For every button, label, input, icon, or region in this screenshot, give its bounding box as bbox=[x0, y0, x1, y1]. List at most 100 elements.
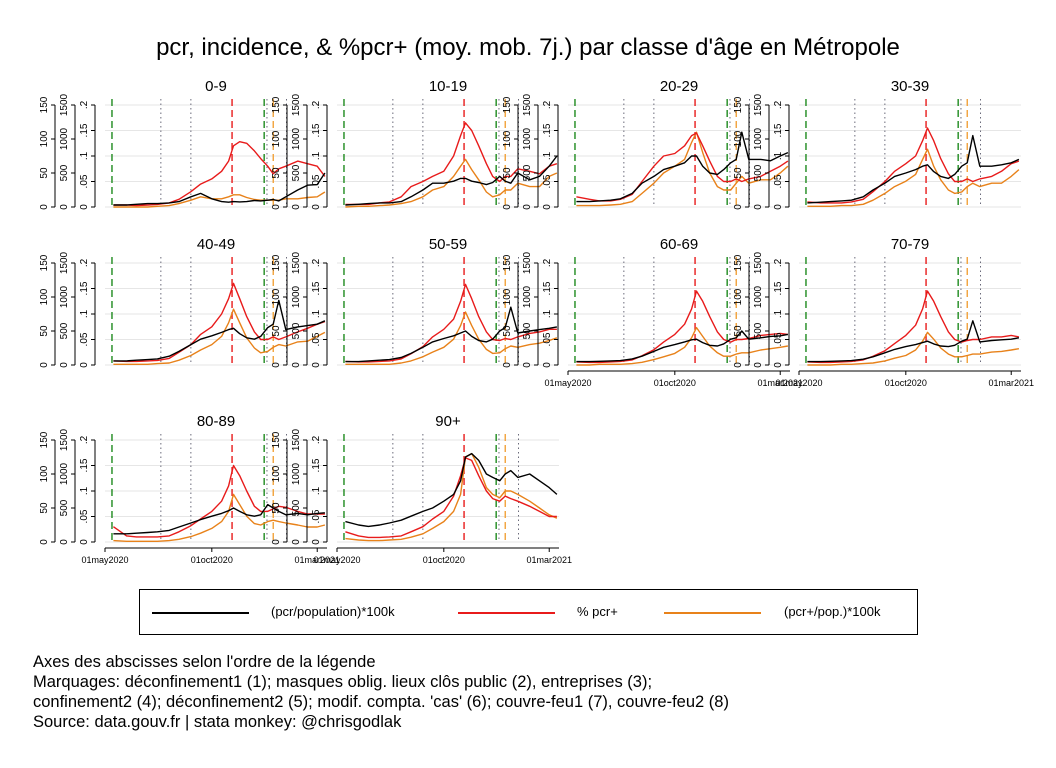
y-tick-label: .05 bbox=[311, 509, 322, 523]
y-tick-label: 0 bbox=[271, 539, 282, 545]
panel-90+: 90+ 0 .05 .1 .15 .2 0 500 1000 1500 0 50 100 150 01may… bbox=[271, 413, 572, 565]
y-tick-label: .2 bbox=[79, 435, 90, 444]
y-tick-label: 0 bbox=[733, 362, 744, 368]
y-tick-label: .2 bbox=[773, 100, 784, 109]
panel-title: 10-19 bbox=[429, 78, 467, 95]
y-tick-label: 150 bbox=[39, 96, 50, 113]
x-tick-label: 01mar2021 bbox=[757, 378, 803, 388]
y-tick-label: .1 bbox=[311, 309, 322, 318]
x-tick-label: 01may2020 bbox=[313, 555, 360, 565]
panel-title: 20-29 bbox=[660, 78, 698, 95]
y-tick-label: 500 bbox=[59, 164, 70, 181]
y-tick-label: 150 bbox=[271, 96, 282, 113]
y-tick-label: 0 bbox=[291, 539, 302, 545]
y-tick-label: 1000 bbox=[753, 285, 764, 308]
y-tick-label: .15 bbox=[542, 281, 553, 295]
series-pct-pos bbox=[807, 290, 1020, 364]
y-tick-label: 0 bbox=[733, 204, 744, 210]
y-tick-label: 0 bbox=[271, 204, 282, 210]
series-pcr bbox=[807, 134, 1020, 204]
y-tick-label: 500 bbox=[753, 164, 764, 181]
y-tick-label: .15 bbox=[311, 281, 322, 295]
y-tick-label: 100 bbox=[271, 130, 282, 147]
y-tick-label: 50 bbox=[502, 167, 513, 179]
y-tick-label: 0 bbox=[59, 539, 70, 545]
y-tick-label: 100 bbox=[39, 465, 50, 482]
y-tick-label: 50 bbox=[733, 325, 744, 337]
y-tick-label: .15 bbox=[773, 281, 784, 295]
y-tick-label: 150 bbox=[39, 254, 50, 271]
y-tick-label: .2 bbox=[311, 258, 322, 267]
y-tick-label: 500 bbox=[291, 499, 302, 516]
panel-title: 80-89 bbox=[197, 413, 235, 430]
series-incidence bbox=[113, 493, 326, 542]
y-tick-label: 50 bbox=[502, 325, 513, 337]
y-tick-label: 50 bbox=[39, 325, 50, 337]
x-tick-label: 01oct2020 bbox=[191, 555, 233, 565]
panel-80-89: 80-890.05.1.15.205001000150005010015001m… bbox=[39, 413, 340, 565]
y-tick-label: 1000 bbox=[291, 127, 302, 150]
y-tick-label: 50 bbox=[733, 167, 744, 179]
y-tick-label: 1000 bbox=[291, 462, 302, 485]
series-pct-pos bbox=[113, 140, 326, 207]
y-tick-label: .05 bbox=[311, 174, 322, 188]
y-tick-label: 1500 bbox=[59, 251, 70, 274]
y-tick-label: .15 bbox=[79, 123, 90, 137]
y-tick-label: 1000 bbox=[522, 285, 533, 308]
y-tick-label: 0 bbox=[773, 204, 784, 210]
y-tick-label: .05 bbox=[79, 509, 90, 523]
x-tick-label: 01mar2021 bbox=[988, 378, 1034, 388]
y-tick-label: .2 bbox=[773, 258, 784, 267]
y-tick-label: 50 bbox=[39, 167, 50, 179]
series-pct-pos bbox=[112, 464, 325, 538]
y-tick-label: 500 bbox=[291, 322, 302, 339]
y-tick-label: 100 bbox=[733, 288, 744, 305]
y-tick-label: 100 bbox=[271, 465, 282, 482]
panel-30-39: 30-39 0 .05 .1 .15 .2 0 500 1000 1500 0 50 100 150 bbox=[733, 78, 1021, 210]
series-incidence bbox=[807, 148, 1020, 208]
panel-title: 70-79 bbox=[891, 236, 929, 253]
y-tick-label: 0 bbox=[502, 204, 513, 210]
y-tick-label: 0 bbox=[79, 362, 90, 368]
y-tick-label: 0 bbox=[542, 204, 553, 210]
series-pct-pos bbox=[807, 127, 1020, 204]
y-tick-label: 0 bbox=[39, 204, 50, 210]
series-pcr bbox=[807, 320, 1020, 363]
y-tick-label: 1000 bbox=[59, 127, 70, 150]
legend-label-pct-pos: % pcr+ bbox=[577, 604, 618, 619]
y-tick-label: .15 bbox=[311, 458, 322, 472]
y-tick-label: 100 bbox=[271, 288, 282, 305]
legend-swatch-incidence bbox=[664, 612, 761, 614]
y-tick-label: 1000 bbox=[753, 127, 764, 150]
x-tick-label: 01oct2020 bbox=[885, 378, 927, 388]
y-tick-label: 1500 bbox=[291, 93, 302, 116]
series-pcr bbox=[345, 452, 558, 528]
panel-title: 30-39 bbox=[891, 78, 929, 95]
y-tick-label: .1 bbox=[773, 309, 784, 318]
y-tick-label: 100 bbox=[502, 288, 513, 305]
note-markers: Marquages: déconfinement1 (1); masques o… bbox=[33, 673, 653, 691]
y-tick-label: .15 bbox=[773, 123, 784, 137]
y-tick-label: 1500 bbox=[753, 251, 764, 274]
legend-swatch-pct-pos bbox=[458, 612, 555, 614]
y-tick-label: 0 bbox=[39, 539, 50, 545]
y-tick-label: 0 bbox=[271, 362, 282, 368]
y-tick-label: 1000 bbox=[59, 285, 70, 308]
y-tick-label: 0 bbox=[311, 362, 322, 368]
y-tick-label: .05 bbox=[542, 174, 553, 188]
series-pcr bbox=[113, 172, 326, 206]
panel-title: 60-69 bbox=[660, 236, 698, 253]
panel-title: 90+ bbox=[435, 413, 461, 430]
series-incidence bbox=[113, 191, 326, 208]
y-tick-label: 150 bbox=[502, 254, 513, 271]
y-tick-label: 100 bbox=[733, 130, 744, 147]
y-tick-label: 1000 bbox=[59, 462, 70, 485]
y-tick-label: 1500 bbox=[59, 93, 70, 116]
y-tick-label: 0 bbox=[291, 362, 302, 368]
y-tick-label: .1 bbox=[79, 309, 90, 318]
y-tick-label: 0 bbox=[753, 204, 764, 210]
y-tick-label: .05 bbox=[79, 332, 90, 346]
